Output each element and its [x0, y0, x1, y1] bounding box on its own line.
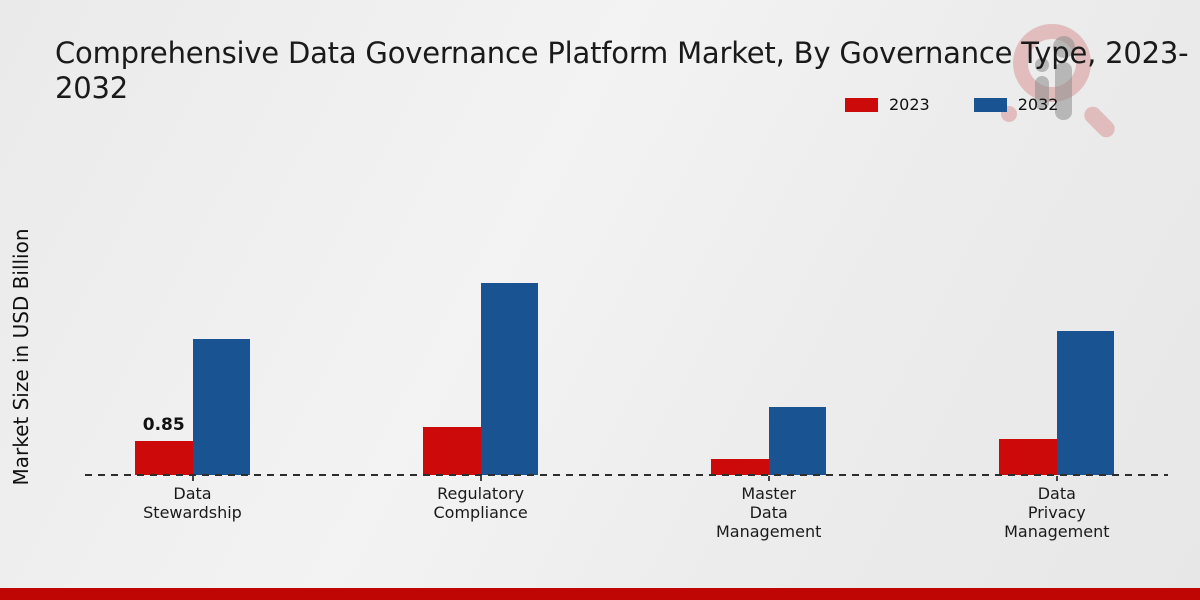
logo-tall-bar-icon: [1055, 62, 1072, 120]
logo-bar-icon: [1035, 76, 1049, 110]
bar-2023-master-data-management: [711, 459, 769, 475]
watermark-logo: [995, 18, 1135, 143]
category-label-data-privacy-management: Data Privacy Management: [1004, 484, 1110, 541]
legend-label-2032: 2032: [1017, 95, 1059, 114]
category-label-regulatory-compliance: Regulatory Compliance: [433, 484, 528, 522]
legend-item-2032: 2032: [973, 95, 1059, 114]
bar-value-label-data-stewardship: 0.85: [142, 415, 185, 435]
chart-title: Comprehensive Data Governance Platform M…: [55, 36, 1200, 106]
chart-title-line-1: Comprehensive Data Governance Platform M…: [55, 36, 1189, 70]
logo-head-icon: [1053, 36, 1075, 58]
bar-2032-master-data-management: [768, 407, 827, 475]
bar-2032-regulatory-compliance: [480, 283, 539, 475]
logo-small-dot-icon: [1035, 58, 1049, 72]
legend-label-2023: 2023: [889, 95, 930, 114]
legend-swatch-2032: [973, 97, 1007, 112]
x-tick-data-stewardship: [191, 476, 194, 481]
bar-2023-regulatory-compliance: [423, 427, 481, 475]
bar-2032-data-stewardship: [192, 339, 250, 475]
footer-red-band: [0, 588, 1200, 600]
bar-2023-data-stewardship: [135, 441, 193, 475]
category-label-data-stewardship: Data Stewardship: [143, 484, 242, 522]
bar-2023-data-privacy-management: [999, 439, 1057, 475]
legend-swatch-2023: [845, 97, 878, 112]
x-tick-data-privacy-management: [1055, 476, 1058, 481]
x-tick-regulatory-compliance: [479, 476, 482, 481]
baseline-dashed-line: [85, 474, 1168, 476]
legend-item-2023: 2023: [845, 95, 930, 114]
x-tick-master-data-management: [767, 476, 770, 481]
legend: 2023 2032: [845, 95, 1058, 114]
bar-2032-data-privacy-management: [1056, 331, 1115, 475]
category-label-master-data-management: Master Data Management: [715, 484, 822, 541]
chart-title-line-2: 2032: [55, 71, 129, 105]
